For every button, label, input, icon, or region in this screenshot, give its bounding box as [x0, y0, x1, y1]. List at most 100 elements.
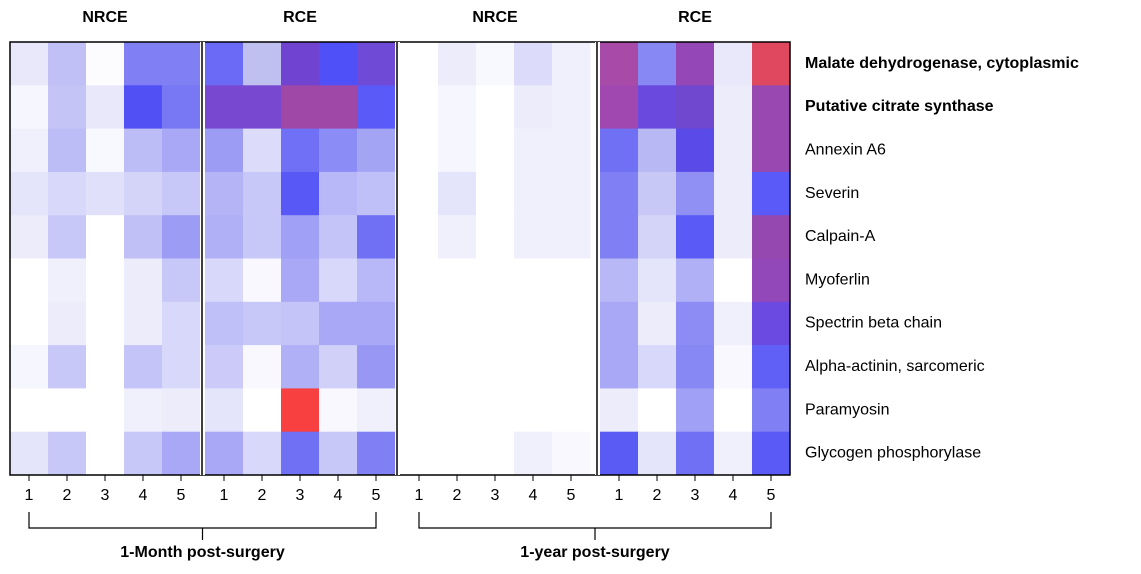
- x-tick-label: 2: [258, 487, 267, 504]
- heatmap-cell: [124, 301, 163, 346]
- heatmap-cell: [638, 345, 677, 389]
- heatmap-cell: [438, 258, 477, 303]
- heatmap-cell: [752, 301, 791, 346]
- heatmap-cell: [552, 345, 591, 389]
- row-label: Severin: [805, 185, 859, 202]
- heatmap-cell: [514, 42, 553, 86]
- heatmap-cell: [124, 215, 163, 259]
- heatmap-cell: [357, 171, 396, 216]
- heatmap-cell: [600, 301, 639, 346]
- heatmap-cell: [400, 215, 439, 259]
- heatmap-cell: [162, 388, 201, 433]
- heatmap-cell: [676, 128, 715, 173]
- heatmap-cell: [400, 345, 439, 389]
- heatmap-cell: [400, 85, 439, 130]
- heatmap-cell: [400, 258, 439, 303]
- heatmap-cell: [319, 345, 358, 389]
- heatmap-cell: [676, 258, 715, 303]
- x-tick-label: 4: [139, 487, 148, 504]
- heatmap-cell: [319, 431, 358, 476]
- heatmap-cell: [205, 345, 244, 389]
- heatmap-cell: [476, 42, 515, 86]
- heatmap-cell: [714, 171, 753, 216]
- heatmap-cell: [400, 171, 439, 216]
- heatmap-cell: [438, 345, 477, 389]
- x-tick-label: 5: [767, 487, 776, 504]
- heatmap-cell: [476, 388, 515, 433]
- heatmap-cell: [205, 258, 244, 303]
- heatmap-cell: [243, 388, 282, 433]
- heatmap-cell: [48, 345, 87, 389]
- heatmap-cell: [281, 388, 320, 433]
- heatmap-cell: [357, 388, 396, 433]
- heatmap-cell: [205, 301, 244, 346]
- heatmap-cell: [676, 171, 715, 216]
- heatmap-cell: [86, 171, 125, 216]
- heatmap-cell: [552, 301, 591, 346]
- heatmap-cell: [476, 301, 515, 346]
- heatmap-cell: [357, 215, 396, 259]
- heatmap-cell: [476, 171, 515, 216]
- heatmap-cell: [10, 42, 49, 86]
- heatmap-cell: [638, 388, 677, 433]
- heatmap-cell: [205, 128, 244, 173]
- heatmap-cell: [600, 388, 639, 433]
- row-label: Spectrin beta chain: [805, 315, 942, 332]
- heatmap-cell: [357, 85, 396, 130]
- heatmap-cell: [357, 128, 396, 173]
- heatmap-cell: [600, 431, 639, 476]
- x-tick-label: 1: [25, 487, 34, 504]
- heatmap-cell: [281, 128, 320, 173]
- heatmap-cell: [124, 388, 163, 433]
- group-header: RCE: [283, 9, 317, 26]
- group-header: NRCE: [82, 9, 128, 26]
- heatmap-cell: [319, 128, 358, 173]
- heatmap-cell: [162, 345, 201, 389]
- heatmap-cell: [48, 258, 87, 303]
- x-tick-label: 1: [415, 487, 424, 504]
- x-tick-label: 1: [615, 487, 624, 504]
- heatmap-cell: [400, 301, 439, 346]
- heatmap-cell: [48, 171, 87, 216]
- heatmap-cell: [638, 431, 677, 476]
- heatmap-cell: [205, 388, 244, 433]
- heatmap-cell: [752, 431, 791, 476]
- heatmap-cell: [10, 301, 49, 346]
- heatmap-cell: [752, 128, 791, 173]
- x-tick-label: 1: [220, 487, 229, 504]
- heatmap-cell: [357, 258, 396, 303]
- group-header: NRCE: [472, 9, 518, 26]
- heatmap-cell: [86, 258, 125, 303]
- heatmap-cell: [676, 431, 715, 476]
- heatmap-cell: [319, 215, 358, 259]
- heatmap-cell: [205, 431, 244, 476]
- heatmap-cell: [86, 345, 125, 389]
- heatmap-cell: [752, 171, 791, 216]
- heatmap-cell: [162, 128, 201, 173]
- period-bracket: [28, 512, 377, 540]
- heatmap-cell: [10, 215, 49, 259]
- heatmap-cell: [676, 345, 715, 389]
- heatmap-cell: [124, 128, 163, 173]
- heatmap-cell: [552, 85, 591, 130]
- heatmap-cell: [752, 215, 791, 259]
- heatmap-cell: [124, 171, 163, 216]
- heatmap-cell: [676, 42, 715, 86]
- heatmap-cell: [205, 85, 244, 130]
- row-label: Paramyosin: [805, 401, 889, 418]
- heatmap-cell: [600, 258, 639, 303]
- heatmap-cell: [676, 301, 715, 346]
- heatmap-cell: [243, 42, 282, 86]
- heatmap-cell: [476, 215, 515, 259]
- heatmap-cell: [638, 171, 677, 216]
- heatmap-cell: [357, 345, 396, 389]
- heatmap-cell: [600, 85, 639, 130]
- heatmap-cell: [319, 301, 358, 346]
- heatmap-cell: [162, 171, 201, 216]
- heatmap-cell: [319, 85, 358, 130]
- heatmap-cell: [600, 215, 639, 259]
- heatmap-cell: [400, 42, 439, 86]
- x-tick-label: 4: [729, 487, 738, 504]
- heatmap-cell: [281, 42, 320, 86]
